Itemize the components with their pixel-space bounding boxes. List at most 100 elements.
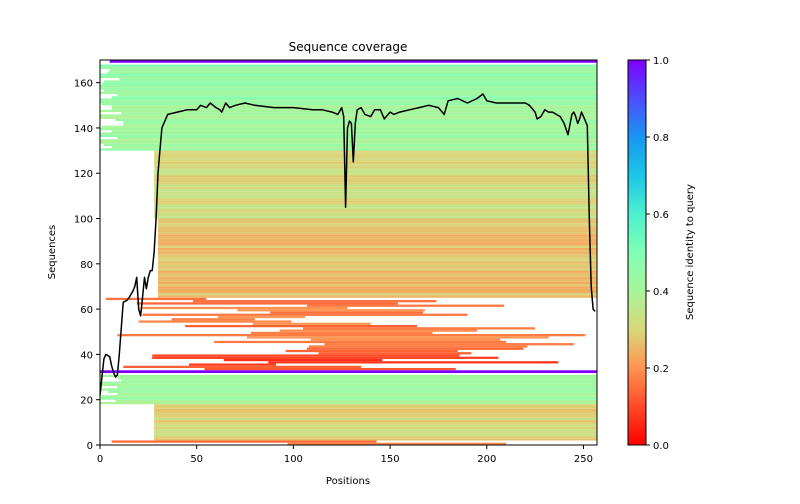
alignment-row [100,66,597,70]
alignment-row [154,152,597,156]
alignment-row [154,420,597,423]
alignment-row [100,397,597,400]
alignment-row [154,173,597,176]
alignment-row [158,277,597,280]
alignment-row [158,241,597,244]
alignment-row [306,304,505,307]
alignment-row [158,234,597,237]
x-axis-label: Positions [326,476,370,487]
y-tick-label: 0 [87,441,93,452]
alignment-row [100,73,597,76]
colorbar-tick-label: 0.6 [653,210,669,221]
alignment-row [158,293,597,296]
query-row [109,60,597,63]
alignment-row [154,422,597,425]
alignment-row [152,356,499,359]
x-tick-label: 200 [477,454,496,465]
y-axis: 0 20 40 60 80 100 120 140 160 [74,79,100,452]
alignment-row [100,374,597,378]
alignment-row [154,202,597,205]
alignment-row [158,252,597,255]
alignment-row [158,220,597,224]
alignment-row [154,191,597,194]
alignment-row [188,363,276,366]
alignment-row [100,109,597,113]
alignment-row [252,322,371,325]
alignment-row [158,288,597,291]
alignment-row [117,377,597,380]
alignment-row [100,87,597,90]
alignment-row [154,438,597,441]
alignment-row [154,424,597,427]
alignment-row [101,381,597,384]
colorbar-tick-label: 0.2 [653,364,669,375]
alignment-row [154,170,597,174]
alignment-row [154,193,597,196]
alignment-row [270,311,423,314]
y-tick-label: 60 [80,305,93,316]
alignment-row [100,91,597,94]
alignment-row [185,324,418,328]
alignment-row [103,80,597,83]
alignment-row [140,306,348,310]
x-tick-label: 100 [284,454,303,465]
alignment-row [101,82,597,85]
alignment-rows [100,60,597,445]
alignment-row [100,127,597,131]
alignment-row [154,161,597,165]
alignment-row [154,166,597,169]
alignment-row [171,318,255,321]
alignment-row [103,143,597,147]
alignment-row [117,392,597,396]
alignment-row [158,268,597,271]
alignment-row [158,266,597,269]
y-tick-label: 160 [74,79,93,90]
alignment-row [123,121,597,124]
alignment-row [121,379,597,382]
y-tick-label: 40 [80,350,93,361]
alignment-row [109,69,597,72]
alignment-row [310,338,501,341]
alignment-row [318,352,472,355]
alignment-row [142,313,468,316]
alignment-row [152,354,460,357]
alignment-row [117,334,586,337]
alignment-row [100,132,597,135]
alignment-row [154,195,597,199]
alignment-row [107,71,597,74]
alignment-row [158,250,597,253]
alignment-row [158,261,597,264]
alignment-row [105,297,207,301]
alignment-row [121,112,597,115]
colorbar-tick-label: 0.8 [653,133,669,144]
alignment-row [100,84,597,88]
chart-title: Sequence coverage [289,40,408,54]
alignment-row [100,98,597,101]
y-tick-label: 140 [74,124,93,135]
alignment-row [111,105,597,108]
alignment-row [154,168,597,171]
alignment-row [111,107,597,110]
alignment-row [100,64,597,67]
alignment-row [123,365,362,368]
x-tick-label: 250 [574,454,593,465]
alignment-row [154,209,597,212]
alignment-row [158,223,597,226]
alignment-row [268,361,559,364]
alignment-row [154,214,597,217]
query-row [100,370,597,374]
alignment-row [154,426,597,430]
alignment-row [154,417,597,421]
alignment-row [100,148,597,151]
alignment-row [287,442,507,445]
alignment-row [158,295,597,298]
alignment-row [158,275,597,278]
alignment-row [217,315,305,319]
alignment-row [154,175,597,178]
alignment-row [154,157,597,160]
alignment-row [154,200,597,203]
alignment-row [306,347,524,350]
alignment-row [154,182,597,185]
alignment-row [285,349,458,353]
alignment-row [107,390,597,393]
